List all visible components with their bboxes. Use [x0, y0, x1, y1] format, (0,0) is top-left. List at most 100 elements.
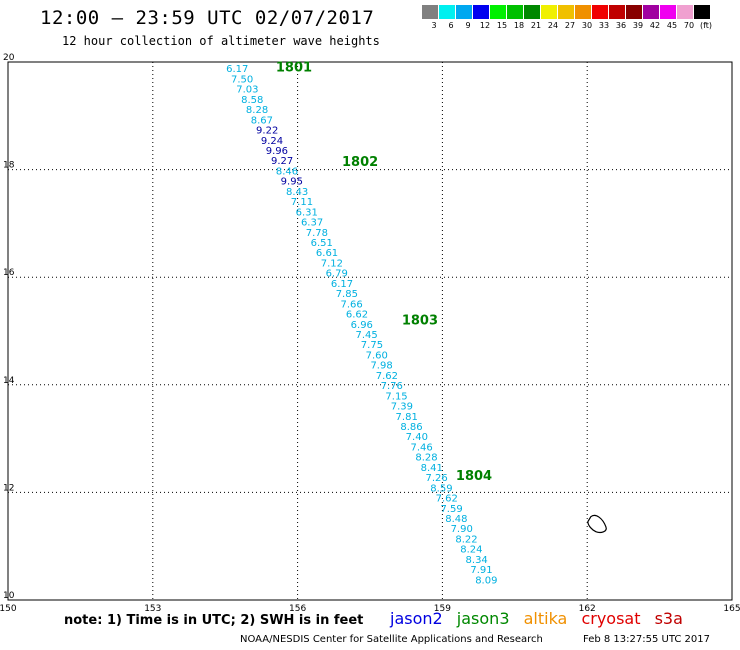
legend-label: 70 — [683, 21, 695, 30]
wave-height-value: 6.96 — [351, 320, 373, 331]
legend-label: 6 — [448, 21, 454, 30]
wave-height-value: 8.41 — [421, 463, 443, 474]
wave-height-value: 7.81 — [396, 412, 418, 423]
x-tick-label: 156 — [289, 604, 306, 614]
page-subtitle: 12 hour collection of altimeter wave hei… — [62, 34, 380, 48]
color-legend: 3 6 9 12 15 18 21 24 27 30 33 36 39 42 45 70 (ft) — [422, 5, 713, 31]
y-tick-label: 12 — [3, 483, 14, 493]
legend-label: (ft) — [699, 21, 713, 30]
legend-label: 39 — [632, 21, 644, 30]
wave-height-value: 6.51 — [311, 238, 333, 249]
x-tick-label: 165 — [723, 604, 740, 614]
wave-height-value: 9.96 — [266, 146, 288, 157]
legend-swatch — [524, 5, 541, 19]
wave-height-value: 8.34 — [466, 555, 488, 566]
legend-swatch — [439, 5, 456, 19]
y-tick-label: 20 — [3, 53, 15, 63]
wave-height-value: 7.66 — [341, 299, 363, 310]
x-tick-label: 150 — [0, 604, 17, 614]
time-label: 1802 — [342, 155, 378, 170]
legend-swatch — [592, 5, 609, 19]
wave-height-value: 7.91 — [470, 565, 492, 576]
wave-height-value: 8.43 — [286, 187, 308, 198]
satellite-jason3: jason3 — [456, 609, 510, 628]
wave-height-value: 8.86 — [400, 422, 422, 433]
y-tick-label: 16 — [3, 268, 15, 278]
wave-height-value: 7.60 — [366, 350, 388, 361]
island-shape — [587, 514, 607, 534]
wave-height-value: 7.50 — [231, 74, 253, 85]
legend-swatch — [456, 5, 473, 19]
wave-height-value: 7.85 — [336, 289, 358, 300]
legend-swatch — [643, 5, 660, 19]
wave-height-value: 8.46 — [276, 166, 298, 177]
y-tick-label: 18 — [3, 161, 15, 171]
wave-height-value: 9.22 — [256, 126, 278, 137]
wave-height-value: 7.76 — [381, 381, 403, 392]
legend-swatch — [694, 5, 711, 19]
note-text: note: 1) Time is in UTC; 2) SWH is in fe… — [64, 613, 364, 628]
generated-timestamp: Feb 8 13:27:55 UTC 2017 — [583, 634, 710, 645]
wave-height-value: 8.58 — [241, 95, 263, 106]
wave-height-value: 7.62 — [436, 494, 458, 505]
legend-label: 24 — [547, 21, 559, 30]
x-tick-label: 162 — [579, 604, 596, 614]
wave-height-value: 6.62 — [346, 310, 368, 321]
x-tick-label: 153 — [144, 604, 161, 614]
satellite-altika: altika — [523, 609, 568, 628]
page-title: 12:00 — 23:59 UTC 02/07/2017 — [40, 7, 375, 29]
wave-height-value: 7.46 — [411, 442, 433, 453]
wave-height-value: 8.48 — [445, 514, 467, 525]
wave-height-value: 9.95 — [281, 177, 303, 188]
legend-swatch — [507, 5, 524, 19]
legend-swatch — [490, 5, 507, 19]
wave-height-value: 8.09 — [475, 575, 497, 586]
wave-height-value: 6.17 — [331, 279, 353, 290]
wave-height-value: 8.59 — [430, 483, 452, 494]
wave-height-value: 8.67 — [251, 115, 273, 126]
time-label: 1804 — [456, 469, 492, 484]
legend-swatch — [575, 5, 592, 19]
satellite-legend: jason2 jason3 altika cryosat s3a — [390, 609, 692, 628]
legend-label: 12 — [479, 21, 491, 30]
legend-swatch — [609, 5, 626, 19]
y-tick-label: 14 — [3, 376, 15, 386]
legend-swatches — [422, 5, 711, 19]
legend-label: 3 — [431, 21, 437, 30]
axis-ticks: 150 153 156 159 162 165 20 18 16 14 12 10 — [0, 53, 740, 614]
legend-label: 30 — [581, 21, 593, 30]
wave-height-value: 7.98 — [370, 361, 392, 372]
x-tick-label: 159 — [434, 604, 451, 614]
y-tick-label: 10 — [3, 591, 15, 601]
legend-label: 21 — [530, 21, 542, 30]
time-labels: 1801 1802 1803 1804 — [276, 61, 492, 484]
island-outline — [587, 514, 607, 534]
time-label: 1801 — [276, 61, 312, 76]
wave-height-value: 6.37 — [301, 218, 323, 229]
wave-height-value: 7.90 — [451, 524, 473, 535]
legend-swatch — [422, 5, 439, 19]
legend-labels: 3 6 9 12 15 18 21 24 27 30 33 36 39 42 45 70 (ft) — [422, 19, 713, 31]
map-grid — [7, 61, 733, 601]
legend-label: 42 — [649, 21, 661, 30]
wave-height-value: 7.45 — [355, 330, 377, 341]
wave-height-value: 8.28 — [246, 105, 268, 116]
wave-height-value: 6.31 — [296, 207, 318, 218]
wave-height-value: 7.11 — [291, 197, 313, 208]
legend-swatch — [558, 5, 575, 19]
wave-height-value: 9.24 — [261, 136, 283, 147]
wave-height-value: 7.15 — [385, 391, 407, 402]
wave-height-value: 7.62 — [376, 371, 398, 382]
wave-height-value: 8.24 — [460, 545, 482, 556]
satellite-cryosat: cryosat — [581, 609, 641, 628]
wave-height-value: 6.17 — [226, 64, 248, 75]
time-label: 1803 — [402, 314, 438, 329]
wave-height-value: 9.27 — [271, 156, 293, 167]
map-frame — [7, 61, 733, 601]
legend-swatch — [660, 5, 677, 19]
legend-label: 15 — [496, 21, 508, 30]
legend-label: 18 — [513, 21, 525, 30]
wave-height-value: 7.12 — [321, 258, 343, 269]
wave-height-value: 7.39 — [391, 402, 413, 413]
wave-height-value: 8.28 — [415, 453, 437, 464]
